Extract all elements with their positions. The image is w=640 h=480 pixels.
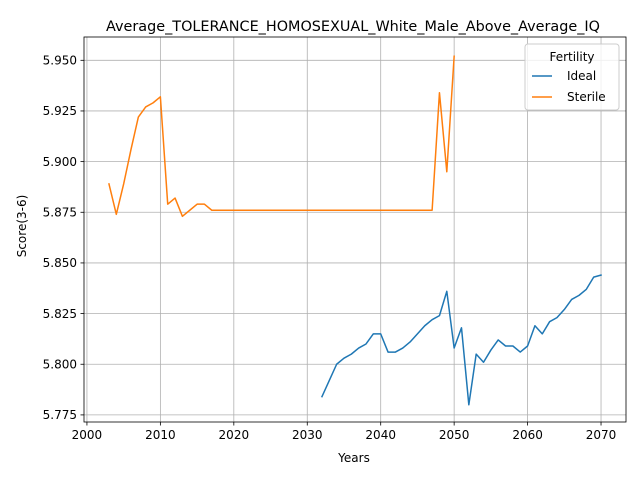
y-axis-label: Score(3-6) [15,195,29,258]
y-tick-label: 5.950 [43,54,77,68]
x-tick-label: 2050 [439,428,470,442]
y-tick-label: 5.900 [43,155,77,169]
legend-label-ideal: Ideal [567,69,596,83]
series-layer [108,55,602,406]
y-tick-label: 5.850 [43,256,77,270]
legend-title: Fertility [549,50,594,64]
series-line-sterile [108,55,455,218]
legend-label-sterile: Sterile [567,90,606,104]
y-tick-label: 5.800 [43,357,77,371]
y-tick-label: 5.775 [43,408,77,422]
x-tick-label: 2000 [72,428,103,442]
x-tick-label: 2020 [219,428,250,442]
y-tick-label: 5.925 [43,104,77,118]
x-axis-label: Years [337,451,370,465]
x-tick-label: 2010 [145,428,176,442]
x-tick-label: 2070 [586,428,617,442]
x-tick-label: 2040 [365,428,396,442]
y-tick-label: 5.875 [43,205,77,219]
ticks: 2000 2010 2020 2030 2040 2050 2060 2070 5.775 5.8… [43,54,617,442]
legend-box [524,43,620,111]
chart-title: Average_TOLERANCE_HOMOSEXUAL_White_Male_… [106,19,600,35]
y-tick-label: 5.825 [43,307,77,321]
series-line-ideal [320,274,602,406]
plot-frame [83,36,627,423]
x-tick-label: 2060 [512,428,543,442]
legend: Fertility Ideal Sterile [524,43,620,111]
x-tick-label: 2030 [292,428,323,442]
